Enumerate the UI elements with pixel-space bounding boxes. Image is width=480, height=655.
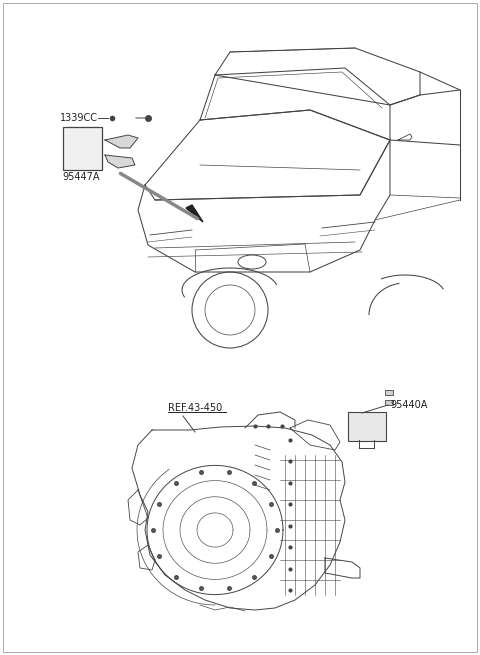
FancyBboxPatch shape	[348, 411, 385, 441]
Text: REF.43-450: REF.43-450	[168, 403, 222, 413]
FancyBboxPatch shape	[385, 390, 393, 396]
Polygon shape	[186, 205, 203, 222]
FancyBboxPatch shape	[385, 400, 393, 405]
Text: 95440A: 95440A	[390, 400, 427, 410]
Text: 95447A: 95447A	[62, 172, 99, 182]
Polygon shape	[105, 135, 138, 148]
FancyBboxPatch shape	[62, 126, 101, 170]
Text: 1339CC: 1339CC	[60, 113, 98, 123]
Polygon shape	[105, 155, 135, 168]
